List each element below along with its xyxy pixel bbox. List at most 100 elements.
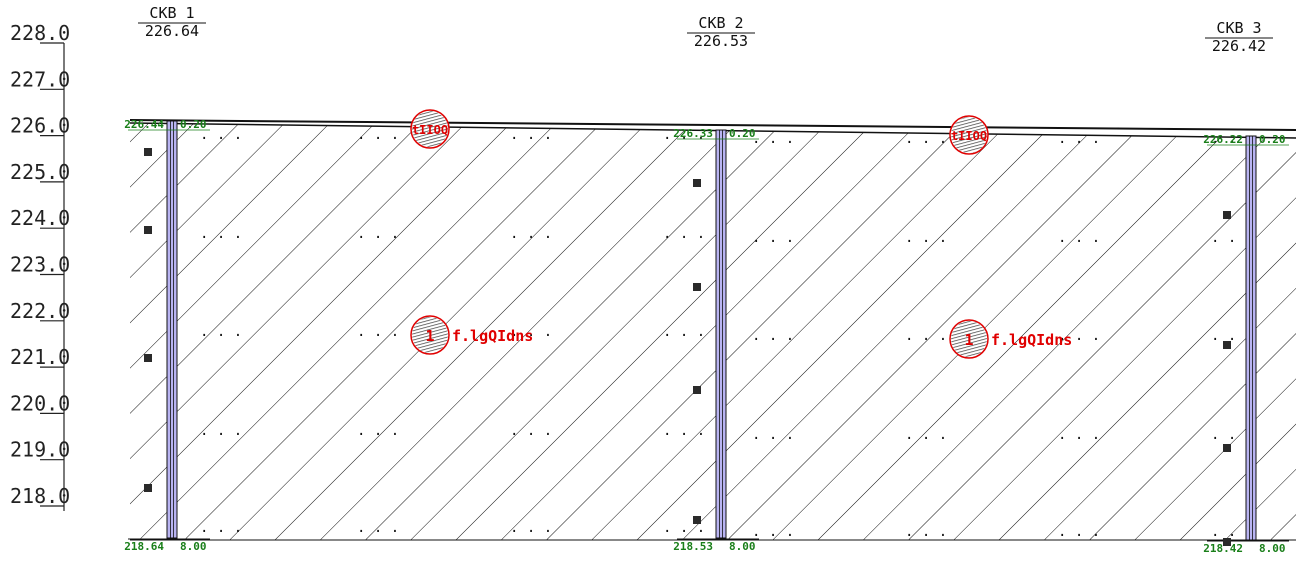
soil-dots: . . . bbox=[1058, 328, 1100, 344]
sample-marker bbox=[144, 484, 152, 492]
borehole-name: CKB 1 bbox=[149, 4, 194, 22]
soil-dots: . . . bbox=[905, 328, 947, 344]
soil-dots: . . . bbox=[1058, 427, 1100, 443]
soil-dots: . . . bbox=[1211, 524, 1253, 540]
borehole-bottom-depth: 8.00 bbox=[729, 540, 756, 553]
sample-marker bbox=[144, 148, 152, 156]
layer-circle-hatch bbox=[412, 317, 448, 353]
soil-dots: . . . bbox=[905, 524, 947, 540]
lower-layer-label: f.lgQIdns bbox=[991, 331, 1072, 349]
soil-dots: . . . bbox=[200, 226, 242, 242]
soil-dots: . . . bbox=[905, 131, 947, 147]
scale-label: 224.0 bbox=[10, 206, 70, 230]
soil-dots: . . . bbox=[510, 226, 552, 242]
elevation-scale: 228.0 227.0 226.0 225.0 224.0 223.0 222.0 221.0… bbox=[10, 21, 70, 511]
soil-dots: . . . bbox=[200, 520, 242, 536]
top-layer-symbol: tIIOQ bbox=[410, 109, 450, 149]
soil-dots: . . . bbox=[357, 423, 399, 439]
layer-circle-hatch bbox=[412, 111, 448, 147]
sample-marker bbox=[1223, 211, 1231, 219]
soil-dots: . . . bbox=[663, 324, 705, 340]
borehole-column bbox=[166, 120, 178, 539]
sample-marker bbox=[144, 226, 152, 234]
scale-label: 221.0 bbox=[10, 345, 70, 369]
borehole-top-depth: 0.20 bbox=[180, 118, 207, 131]
soil-dots: . . . bbox=[663, 423, 705, 439]
borehole-top-value: 226.44 bbox=[124, 118, 164, 131]
scale-label: 219.0 bbox=[10, 438, 70, 462]
borehole-column bbox=[1245, 135, 1257, 541]
borehole-top-value: 226.22 bbox=[1203, 133, 1243, 146]
soil-dots: . . . bbox=[510, 127, 552, 143]
sample-marker bbox=[144, 354, 152, 362]
borehole-bottom-depth: 8.00 bbox=[180, 540, 207, 553]
soil-layer-body bbox=[129, 119, 1296, 541]
sample-marker bbox=[693, 516, 701, 524]
sample-marker bbox=[1223, 341, 1231, 349]
borehole-bottom-value: 218.42 bbox=[1203, 542, 1243, 555]
soil-dots: . . . bbox=[1211, 131, 1253, 147]
soil-dots: . . . bbox=[357, 324, 399, 340]
borehole-name: CKB 2 bbox=[698, 14, 743, 32]
top-layer-code: tIIOQ bbox=[951, 129, 987, 143]
soil-dots: . . . bbox=[752, 427, 794, 443]
soil-dots: . . . bbox=[200, 324, 242, 340]
soil-dots: . . . bbox=[752, 131, 794, 147]
soil-dots: . . . bbox=[510, 324, 552, 340]
lower-layer-symbol: 1 f.lgQIdns bbox=[410, 315, 533, 355]
lower-layer-index: 1 bbox=[964, 331, 973, 349]
borehole-bottom-value: 218.53 bbox=[673, 540, 713, 553]
lower-layer-label: f.lgQIdns bbox=[452, 327, 533, 345]
soil-dots: . . . bbox=[1211, 328, 1253, 344]
layer-boundary-line bbox=[129, 122, 1296, 139]
scale-label: 223.0 bbox=[10, 253, 70, 277]
layer-symbols: tIIOQ tIIOQ 1 f.lgQIdns 1 f.lgQIdns bbox=[410, 109, 1072, 359]
top-layer-symbol: tIIOQ bbox=[949, 115, 989, 155]
soil-dots: . . . bbox=[1058, 131, 1100, 147]
soil-dots: . . . bbox=[752, 524, 794, 540]
sample-marker bbox=[693, 283, 701, 291]
soil-dots: . . . bbox=[1058, 524, 1100, 540]
scale-label: 220.0 bbox=[10, 391, 70, 415]
soil-dots: . . . bbox=[1058, 230, 1100, 246]
soil-dots: . . . bbox=[905, 230, 947, 246]
sample-marker bbox=[693, 179, 701, 187]
soil-dots: . . . bbox=[510, 423, 552, 439]
soil-texture-dots: . . . . . . . . . . . . . . . . . . . . . . . .… bbox=[200, 127, 1253, 540]
soil-dots: . . . bbox=[752, 230, 794, 246]
soil-dots: . . . bbox=[510, 520, 552, 536]
soil-dots: . . . bbox=[200, 423, 242, 439]
soil-fill bbox=[130, 123, 1296, 540]
borehole-top-value: 226.33 bbox=[673, 127, 713, 140]
layer-circle-hatch bbox=[951, 117, 987, 153]
scale-label: 228.0 bbox=[10, 21, 70, 45]
lower-layer-index: 1 bbox=[425, 327, 434, 345]
ground-surface-line bbox=[129, 119, 1296, 131]
soil-dots: . . . bbox=[752, 328, 794, 344]
scale-label: 218.0 bbox=[10, 484, 70, 508]
scale-label: 225.0 bbox=[10, 160, 70, 184]
borehole-top-depth: 0.20 bbox=[1259, 133, 1286, 146]
borehole-elevation: 226.42 bbox=[1212, 37, 1266, 55]
lower-layer-symbol: 1 f.lgQIdns bbox=[949, 319, 1072, 359]
borehole-bottom-value: 218.64 bbox=[124, 540, 164, 553]
scale-label: 222.0 bbox=[10, 299, 70, 323]
sample-marker bbox=[1223, 444, 1231, 452]
soil-dots: . . . bbox=[357, 127, 399, 143]
borehole-top-depth: 0.20 bbox=[729, 127, 756, 140]
borehole-name: CKB 3 bbox=[1216, 19, 1261, 37]
borehole-bottom-depth: 8.00 bbox=[1259, 542, 1286, 555]
layer-circle-hatch bbox=[951, 321, 987, 357]
scale-label: 227.0 bbox=[10, 67, 70, 91]
soil-dots: . . . bbox=[905, 427, 947, 443]
sample-marker bbox=[693, 386, 701, 394]
soil-dots: . . . bbox=[1211, 230, 1253, 246]
soil-dots: . . . bbox=[1211, 427, 1253, 443]
borehole-elevation: 226.53 bbox=[694, 32, 748, 50]
soil-dots: . . . bbox=[357, 226, 399, 242]
top-layer-code: tIIOQ bbox=[412, 123, 448, 137]
